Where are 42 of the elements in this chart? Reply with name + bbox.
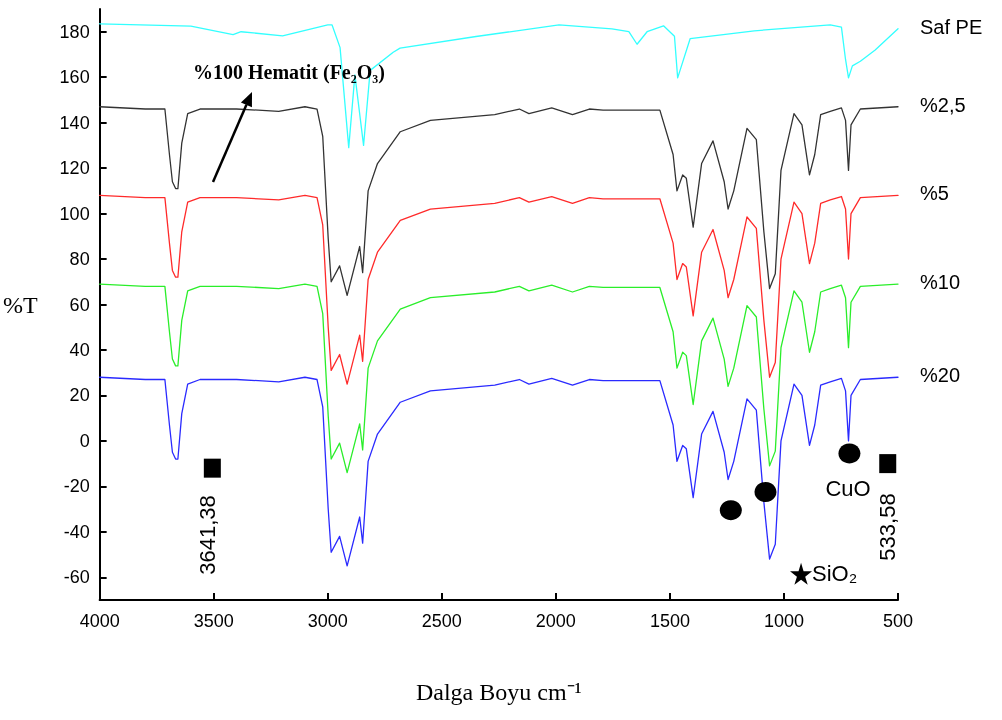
line-series	[99, 106, 899, 297]
x-tick-label: 3500	[193, 611, 234, 631]
series-label: %5	[920, 182, 949, 205]
y-tick-label: 120	[59, 158, 90, 179]
x-tick-label: 2500	[421, 611, 462, 631]
y-tick-label: -40	[63, 521, 90, 542]
y-tick-label: 100	[59, 203, 90, 224]
x-tick-label: 1500	[649, 611, 690, 631]
x-axis-title: Dalga Boyu cm⁻¹	[415, 679, 582, 705]
x-tick-label: 3000	[307, 611, 348, 631]
y-tick-label: 40	[69, 339, 90, 360]
x-tick-label: 500	[882, 611, 914, 631]
series-label: %2,5	[920, 93, 966, 116]
y-tick-label: 60	[69, 294, 90, 315]
point	[203, 458, 221, 478]
y-tick-label: 0	[79, 430, 90, 451]
point	[879, 454, 897, 474]
line-series	[99, 283, 899, 474]
y-tick-label: 180	[59, 21, 90, 42]
annotation: SiO₂	[812, 560, 858, 586]
point	[754, 482, 777, 503]
series-label: %20	[920, 364, 961, 387]
y-axis-title: %T	[3, 291, 38, 318]
annotation: CuO	[825, 475, 871, 501]
series-label: Saf PE	[920, 15, 983, 38]
point	[838, 443, 861, 464]
annotation: 3641,38	[194, 495, 220, 575]
line-series	[99, 194, 899, 385]
x-tick-label: 4000	[79, 611, 120, 631]
x-tick-label: 2000	[535, 611, 576, 631]
y-tick-label: -20	[63, 476, 90, 497]
y-tick-label: 20	[69, 385, 90, 406]
series-label: %10	[920, 271, 961, 294]
point	[719, 500, 742, 521]
y-tick-label: 80	[69, 249, 90, 270]
line-series	[99, 23, 899, 149]
annotation: 533,58	[874, 493, 900, 561]
x-tick-label: 1000	[763, 611, 804, 631]
point	[790, 562, 813, 585]
y-tick-label: 140	[59, 112, 90, 133]
y-tick-label: 160	[59, 67, 90, 88]
y-tick-label: -60	[63, 567, 90, 588]
